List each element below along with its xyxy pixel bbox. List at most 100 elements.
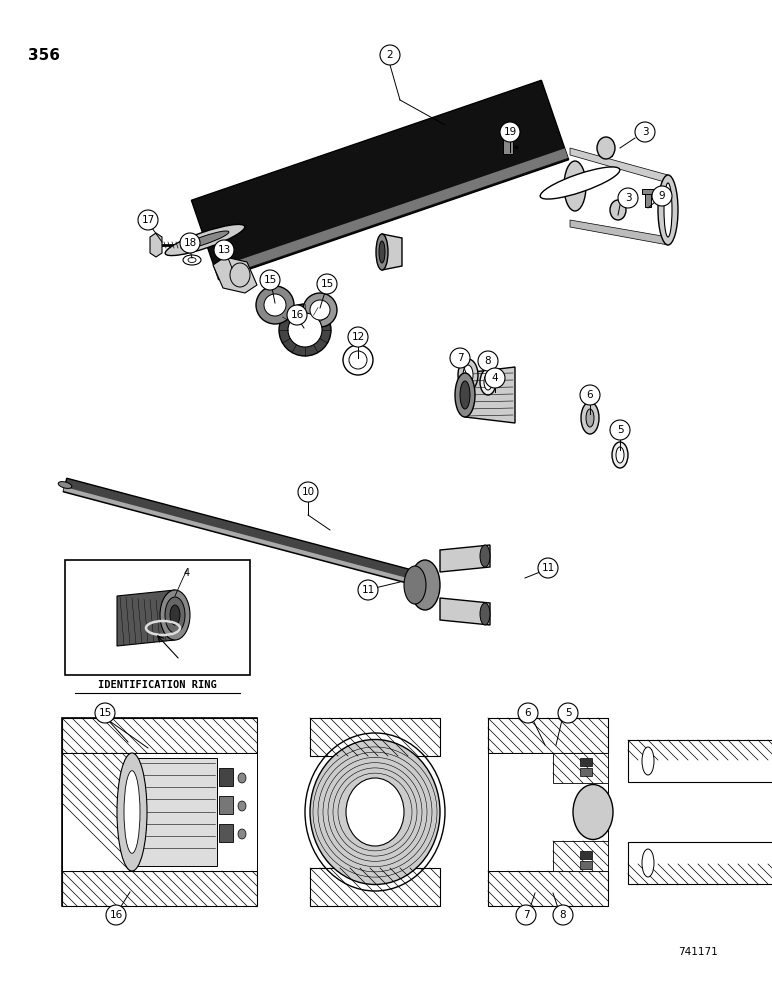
Bar — [65, 560, 250, 675]
Text: 356: 356 — [28, 48, 60, 63]
Circle shape — [138, 210, 158, 230]
Ellipse shape — [170, 605, 180, 625]
Ellipse shape — [463, 365, 473, 385]
Ellipse shape — [264, 294, 286, 316]
Polygon shape — [63, 478, 417, 585]
Circle shape — [260, 270, 280, 290]
Ellipse shape — [310, 300, 330, 320]
Bar — [580, 758, 592, 766]
Polygon shape — [570, 220, 668, 245]
Ellipse shape — [480, 369, 496, 395]
Bar — [645, 192, 651, 207]
Ellipse shape — [610, 200, 626, 220]
Ellipse shape — [458, 359, 478, 391]
Text: 11: 11 — [361, 585, 374, 595]
Bar — [310, 868, 440, 906]
Text: 7: 7 — [457, 353, 463, 363]
Ellipse shape — [181, 231, 229, 249]
Circle shape — [618, 188, 638, 208]
Ellipse shape — [586, 409, 594, 427]
Bar — [62, 753, 132, 871]
Bar — [553, 753, 608, 783]
Ellipse shape — [573, 784, 613, 840]
Text: 2: 2 — [387, 50, 393, 60]
Ellipse shape — [183, 255, 201, 265]
Bar — [62, 718, 257, 906]
Ellipse shape — [349, 351, 367, 369]
Polygon shape — [440, 598, 490, 625]
Text: 3: 3 — [642, 127, 648, 137]
Circle shape — [287, 305, 307, 325]
Bar — [219, 796, 233, 814]
Circle shape — [478, 351, 498, 371]
Circle shape — [317, 274, 337, 294]
Circle shape — [348, 327, 368, 347]
Bar — [488, 871, 608, 906]
Text: 8: 8 — [560, 910, 567, 920]
Bar — [503, 140, 513, 154]
Circle shape — [298, 482, 318, 502]
Polygon shape — [215, 148, 568, 278]
Ellipse shape — [404, 566, 426, 604]
Text: 16: 16 — [290, 310, 303, 320]
Ellipse shape — [238, 801, 246, 811]
Circle shape — [485, 368, 505, 388]
Ellipse shape — [540, 167, 620, 199]
Bar — [219, 768, 233, 786]
Bar — [62, 718, 257, 753]
Ellipse shape — [597, 137, 615, 159]
Bar — [642, 189, 654, 194]
Ellipse shape — [642, 747, 654, 775]
Bar — [580, 851, 592, 859]
Text: 4: 4 — [492, 373, 498, 383]
Ellipse shape — [664, 183, 672, 237]
Text: 15: 15 — [98, 708, 112, 718]
Ellipse shape — [410, 560, 440, 610]
Text: 19: 19 — [503, 127, 516, 137]
Ellipse shape — [484, 374, 492, 390]
Circle shape — [516, 905, 536, 925]
Circle shape — [610, 420, 630, 440]
Bar — [613, 203, 623, 217]
Ellipse shape — [238, 829, 246, 839]
Ellipse shape — [238, 773, 246, 783]
Text: 15: 15 — [263, 275, 276, 285]
Ellipse shape — [58, 482, 72, 488]
Polygon shape — [63, 487, 415, 584]
Text: 8: 8 — [485, 356, 491, 366]
Polygon shape — [150, 233, 162, 257]
Ellipse shape — [279, 304, 331, 356]
Text: 6: 6 — [587, 390, 594, 400]
Ellipse shape — [376, 234, 388, 270]
Ellipse shape — [658, 175, 678, 245]
Ellipse shape — [616, 447, 624, 463]
Circle shape — [95, 703, 115, 723]
Ellipse shape — [124, 771, 140, 853]
Ellipse shape — [310, 740, 440, 884]
Circle shape — [214, 240, 234, 260]
Text: IDENTIFICATION RING: IDENTIFICATION RING — [98, 680, 217, 690]
Text: 5: 5 — [564, 708, 571, 718]
Bar — [132, 753, 257, 871]
Polygon shape — [191, 80, 569, 280]
Text: 13: 13 — [218, 245, 231, 255]
Ellipse shape — [188, 257, 196, 262]
Polygon shape — [382, 234, 402, 270]
Circle shape — [380, 45, 400, 65]
Text: 5: 5 — [617, 425, 623, 435]
Ellipse shape — [165, 597, 185, 633]
Bar — [219, 824, 233, 842]
Circle shape — [558, 703, 578, 723]
Bar — [600, 140, 612, 156]
Bar — [580, 861, 592, 869]
Circle shape — [553, 905, 573, 925]
Text: 17: 17 — [141, 215, 154, 225]
Polygon shape — [440, 545, 490, 572]
Ellipse shape — [346, 778, 404, 846]
Bar — [628, 842, 772, 884]
Ellipse shape — [165, 224, 245, 256]
Ellipse shape — [455, 373, 475, 417]
Polygon shape — [213, 257, 257, 293]
Text: 9: 9 — [659, 191, 665, 201]
Ellipse shape — [480, 603, 490, 625]
